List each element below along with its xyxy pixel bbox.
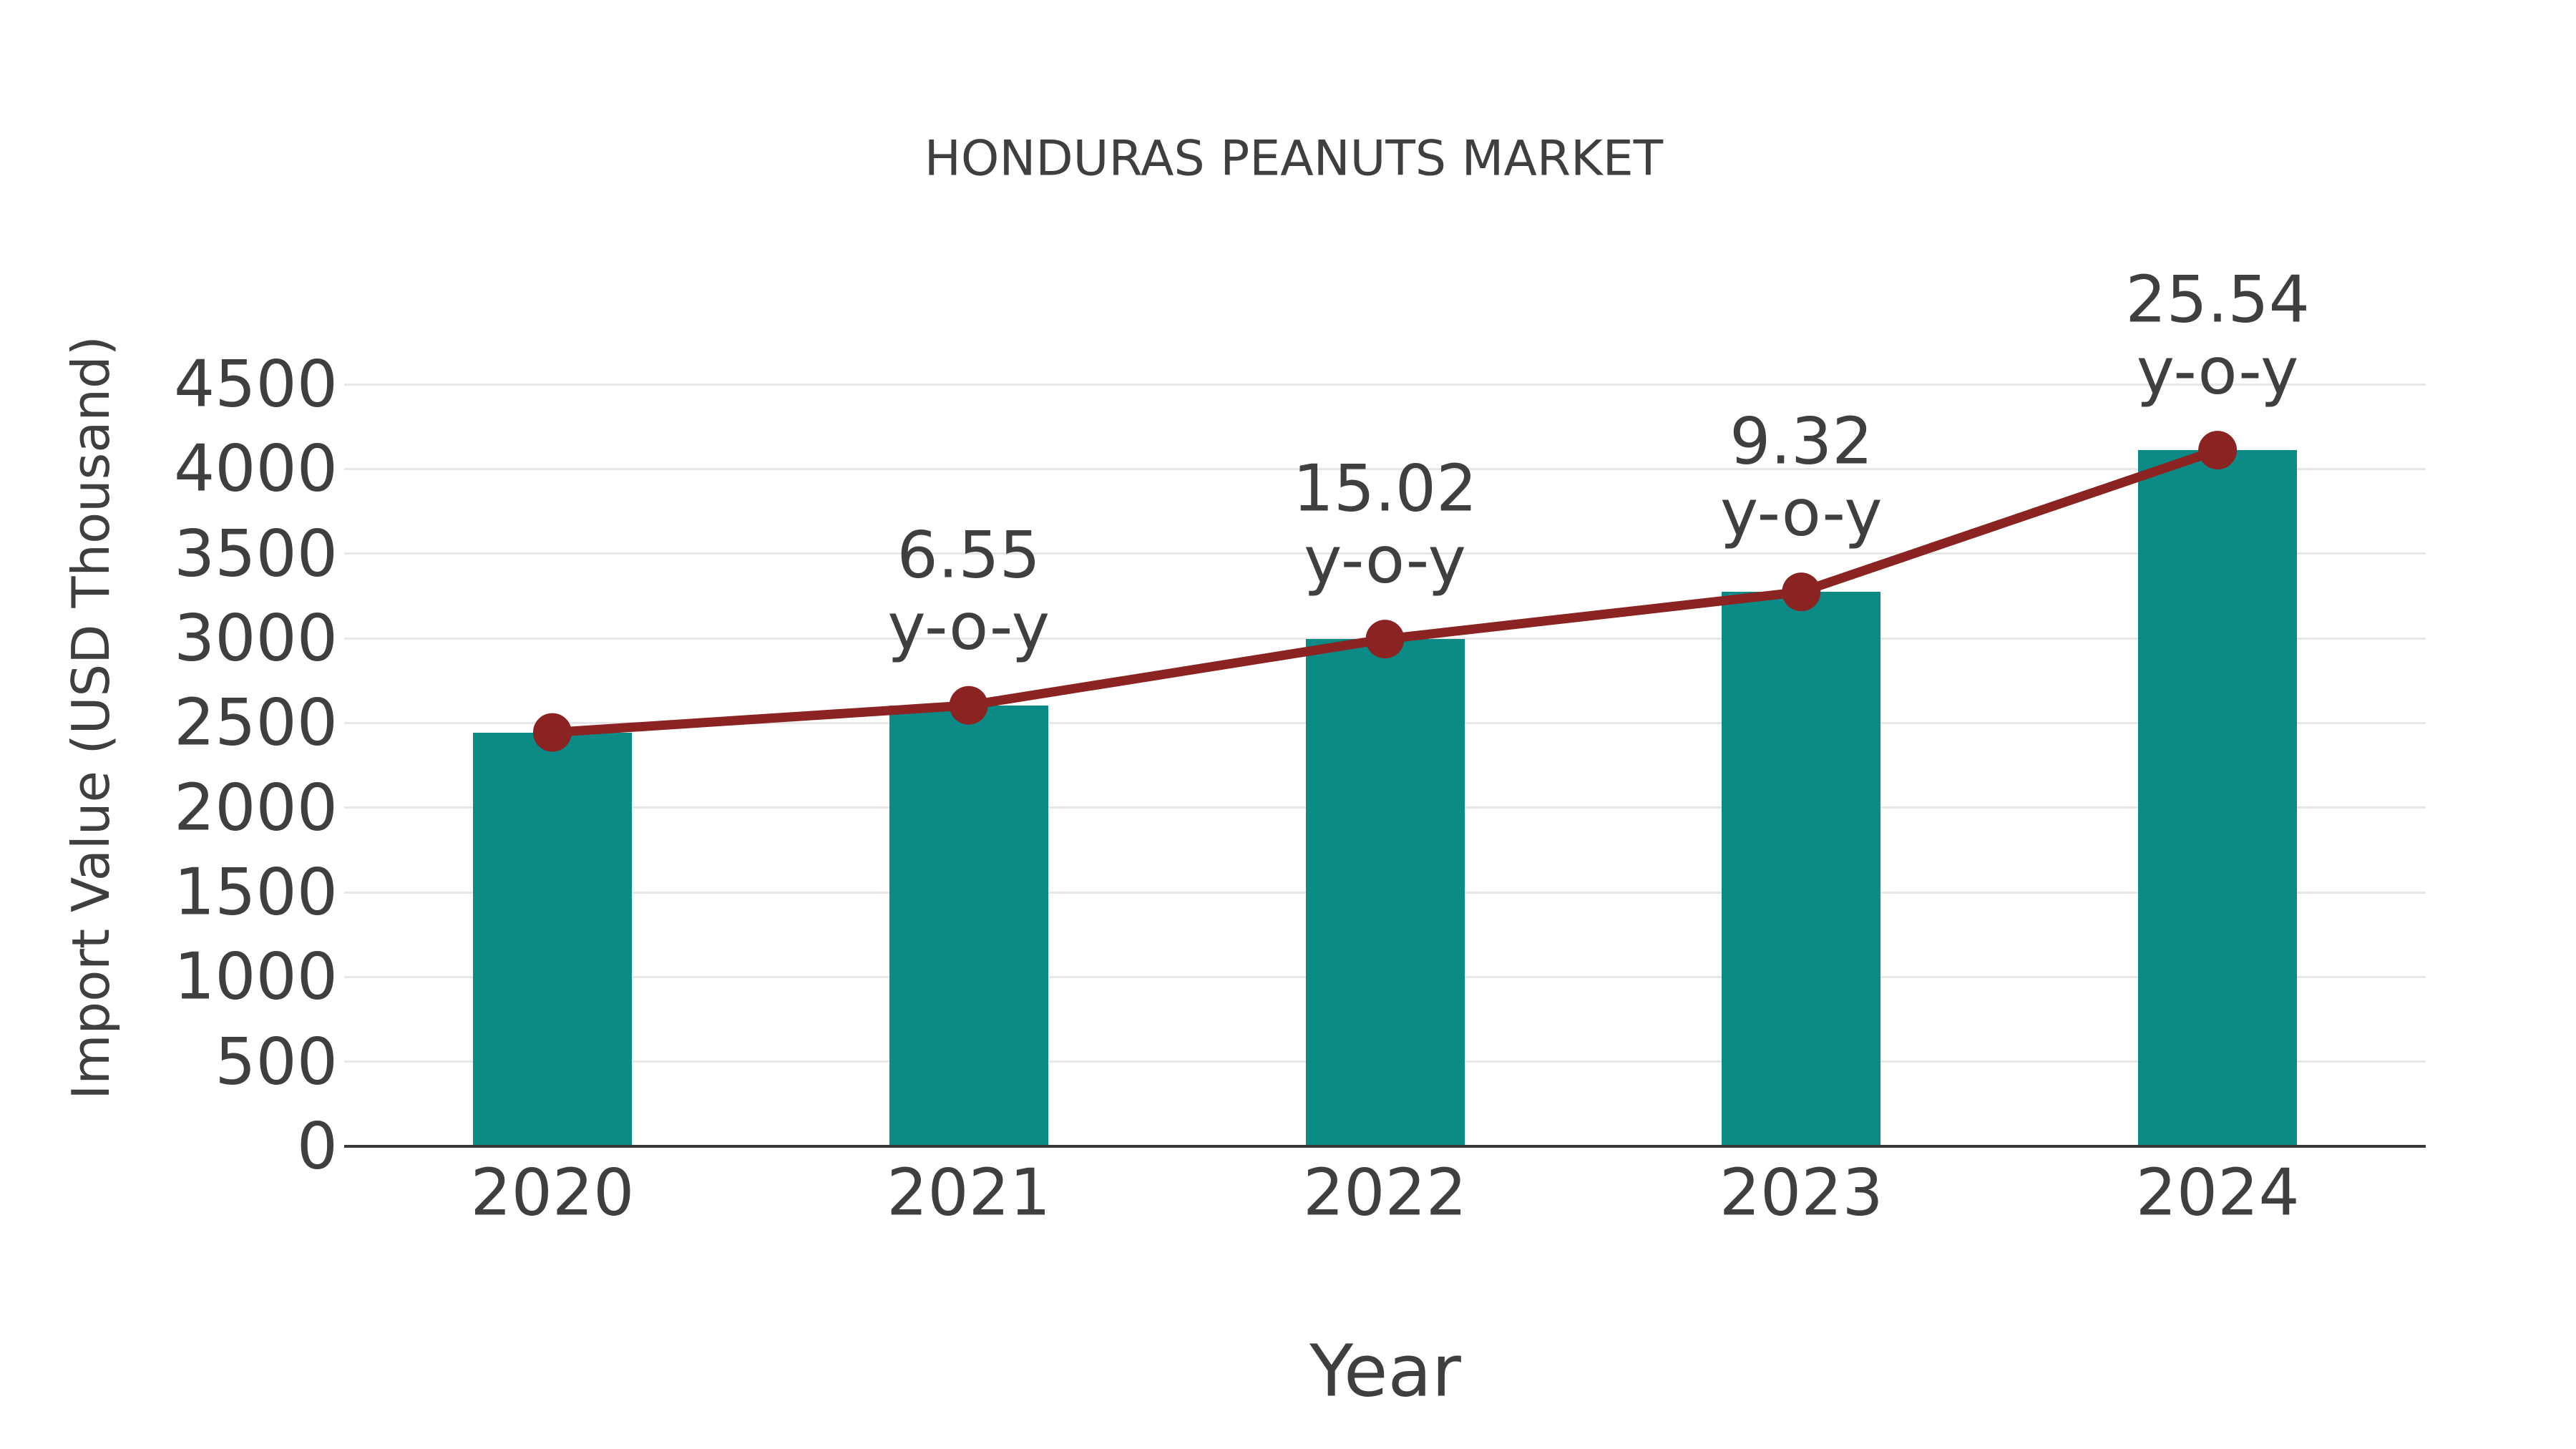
bar-2021 xyxy=(889,705,1048,1146)
y-tick-label: 0 xyxy=(296,1108,338,1184)
bar-2020 xyxy=(472,732,632,1146)
y-tick-label: 2000 xyxy=(173,770,338,846)
y-tick-label: 3000 xyxy=(173,600,338,676)
bar-2023 xyxy=(1722,592,1881,1146)
bar-2024 xyxy=(2138,450,2298,1146)
annotation-value-2024: 25.54 xyxy=(2125,262,2310,338)
annotation-unit-2021: y-o-y xyxy=(887,589,1050,665)
x-tick-label-2024: 2024 xyxy=(2135,1155,2300,1231)
chart-title: HONDURAS PEANUTS MARKET xyxy=(924,130,1664,187)
x-tick-label-2023: 2023 xyxy=(1719,1155,1883,1231)
annotation-value-2023: 9.32 xyxy=(1729,404,1873,479)
y-tick-label: 2500 xyxy=(173,685,338,761)
x-axis-title: Year xyxy=(1309,1329,1461,1413)
bar-2022 xyxy=(1305,639,1465,1146)
y-tick-label: 3500 xyxy=(173,516,338,592)
x-tick-label-2021: 2021 xyxy=(887,1155,1051,1231)
annotation-unit-2024: y-o-y xyxy=(2136,333,2299,409)
x-tick-label-2020: 2020 xyxy=(470,1155,635,1231)
gridline-y4500 xyxy=(344,383,2426,386)
annotation-value-2022: 15.02 xyxy=(1292,451,1478,527)
annotation-unit-2023: y-o-y xyxy=(1719,475,1883,551)
y-tick-label: 1000 xyxy=(173,939,338,1015)
annotation-unit-2022: y-o-y xyxy=(1304,522,1466,598)
x-axis-line xyxy=(344,1145,2426,1148)
y-tick-label: 1500 xyxy=(173,854,338,930)
y-tick-label: 500 xyxy=(215,1024,338,1100)
y-tick-label: 4000 xyxy=(173,431,338,507)
x-tick-label-2022: 2022 xyxy=(1302,1155,1468,1231)
y-tick-label: 4500 xyxy=(173,346,338,422)
annotation-value-2021: 6.55 xyxy=(897,517,1040,593)
